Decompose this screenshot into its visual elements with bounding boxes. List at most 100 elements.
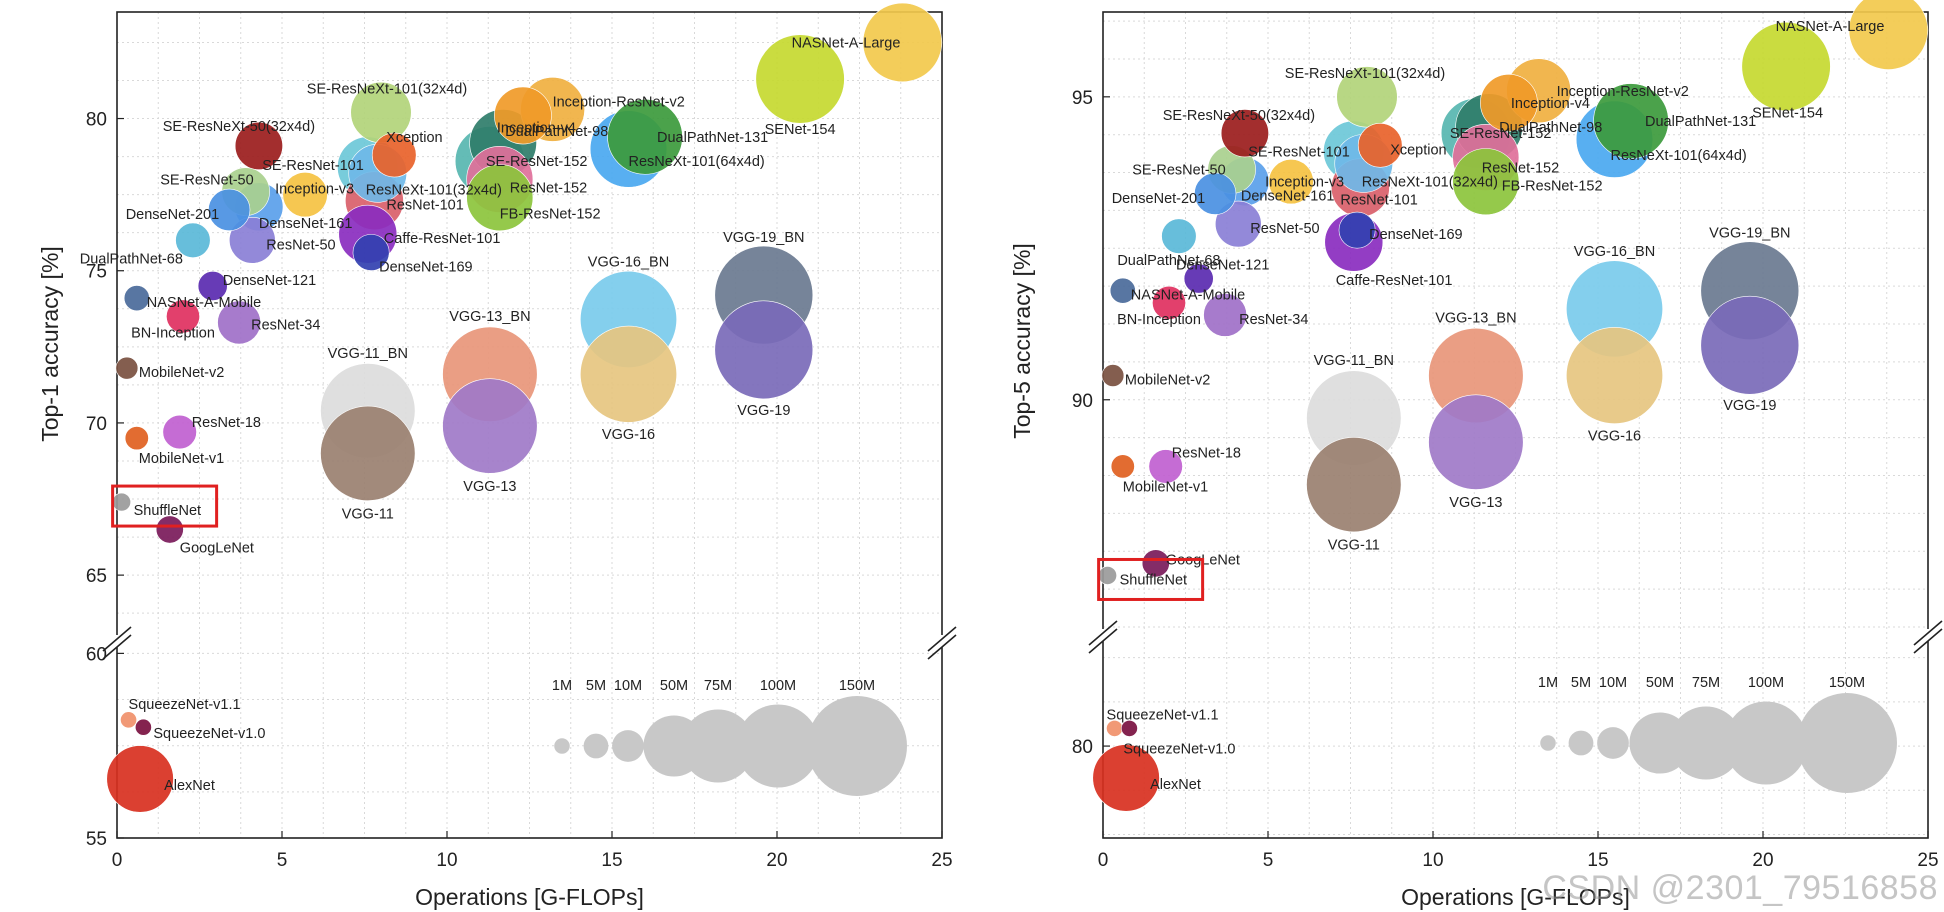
chart-panel-1: 0 5 10 15 20 25 65 70 75 80 55 60 Operations [G-FLOP… [37, 2, 957, 910]
label-dualpathnet-98: DualPathNet-98 [505, 124, 608, 140]
label-se-resnext-101-32x4d: SE-ResNeXt-101(32x4d) [307, 81, 467, 97]
axis-break-mask [1914, 629, 1942, 641]
point-densenet-201 [1194, 172, 1237, 215]
point-squeezenet-v1-0 [1120, 719, 1138, 737]
point-vgg-16 [580, 325, 677, 423]
plot-frame [116, 11, 943, 839]
axis-break-mark [1088, 620, 1118, 646]
point-squeezenet-v1-0 [134, 718, 152, 736]
point-resnet-34 [217, 300, 261, 345]
legend-label: 50M [660, 678, 688, 694]
label-googlenet: GoogLeNet [180, 540, 254, 556]
label-vgg-11-bn: VGG-11_BN [328, 346, 408, 362]
label-bn-inception: BN-Inception [131, 325, 215, 341]
point-resnet-18 [162, 414, 197, 450]
label-squeezenet-v1-1: SqueezeNet-v1.1 [129, 697, 241, 713]
label-dualpathnet-68: DualPathNet-68 [1117, 253, 1220, 269]
label-inception-v4: Inception-v4 [1511, 96, 1590, 112]
legend-bubble [583, 733, 609, 759]
size-legend: 1M 5M 10M 50M 75M 100M 150M [1538, 675, 1897, 793]
label-resnet-101: ResNet-101 [386, 198, 463, 214]
label-vgg-11: VGG-11 [1328, 538, 1380, 554]
label-se-resnet-50: SE-ResNet-50 [1132, 163, 1225, 179]
point-googlenet [155, 515, 184, 544]
point-inception-v4 [494, 86, 552, 145]
legend-label: 50M [1646, 675, 1674, 691]
point-dualpathnet-131 [607, 99, 683, 175]
point-inception-v4 [1480, 74, 1538, 132]
legend-label: 100M [760, 678, 796, 694]
point-alexnet [1092, 744, 1160, 812]
legend-bubble [554, 738, 570, 754]
legend-bubble [1724, 701, 1808, 785]
point-resnet-18 [1148, 449, 1183, 484]
legend-bubble [1568, 730, 1594, 756]
y-tick-label: 60 [86, 644, 107, 665]
label-inception-resnet-v2: Inception-ResNet-v2 [553, 94, 685, 110]
label-mobilenet-v1: MobileNet-v1 [1123, 479, 1208, 495]
label-vgg-19-bn: VGG-19_BN [723, 230, 804, 246]
point-resnet-50 [228, 216, 276, 264]
label-resnet-152: ResNet-152 [510, 180, 587, 196]
label-alexnet: AlexNet [164, 778, 215, 794]
y-tick-label: 70 [86, 414, 107, 435]
label-squeezenet-v1-0: SqueezeNet-v1.0 [153, 726, 265, 742]
legend-label: 10M [614, 678, 642, 694]
label-inception-v3: Inception-v3 [275, 182, 354, 198]
legend-label: 10M [1599, 675, 1627, 691]
label-se-resnet-101: SE-ResNet-101 [1248, 144, 1350, 160]
y-axis-label: Top-5 accuracy [%] [1009, 243, 1035, 439]
label-nasnet-a-large: NASNet-A-Large [792, 35, 901, 51]
size-legend: 1M 5M 10M 50M 75M 100M 150M [552, 678, 907, 796]
legend-label: 150M [1829, 675, 1865, 691]
label-resnet-18: ResNet-18 [192, 415, 261, 431]
x-tick-label: 0 [112, 850, 123, 871]
point-se-resnext-50-32x4d [1220, 109, 1269, 158]
y-tick-label: 55 [86, 829, 107, 850]
x-tick-label: 15 [601, 850, 622, 871]
label-resnet-18: ResNet-18 [1172, 445, 1241, 461]
x-tick-label: 5 [277, 850, 288, 871]
point-vgg-11 [1306, 436, 1402, 533]
label-vgg-11: VGG-11 [342, 506, 394, 522]
legend-label: 75M [704, 678, 732, 694]
y-tick-label: 75 [86, 262, 107, 283]
point-densenet-169 [352, 234, 390, 271]
label-bn-inception: BN-Inception [1117, 312, 1201, 328]
point-dualpathnet-68 [175, 222, 211, 258]
axis-break-mask [103, 635, 131, 647]
point-alexnet [106, 745, 174, 813]
x-tick-label: 10 [1422, 850, 1443, 871]
label-mobilenet-v1: MobileNet-v1 [139, 451, 224, 467]
point-inception-v3 [1268, 159, 1314, 205]
x-tick-label: 20 [766, 850, 787, 871]
label-densenet-161: DenseNet-161 [1241, 189, 1335, 205]
label-inception-resnet-v2: Inception-ResNet-v2 [1557, 84, 1689, 100]
label-vgg-16: VGG-16 [1588, 429, 1641, 445]
x-tick-label: 25 [931, 850, 952, 871]
label-fb-resnet-152: FB-ResNet-152 [500, 207, 601, 223]
label-resnext-101-64x4d: ResNeXt-101(64x4d) [1611, 148, 1747, 164]
label-se-resnet-152: SE-ResNet-152 [1450, 126, 1552, 142]
legend-label: 150M [839, 678, 875, 694]
point-nasnet-a-large [1848, 0, 1929, 70]
point-nasnet-a-large [862, 2, 943, 83]
label-mobilenet-v2: MobileNet-v2 [1125, 373, 1210, 389]
label-vgg-19-bn: VGG-19_BN [1709, 226, 1790, 242]
point-nasnet-a-mobile [1109, 277, 1136, 304]
point-vgg-19 [1700, 295, 1800, 395]
label-densenet-169: DenseNet-169 [379, 259, 473, 275]
highlight-box-shufflenet [1097, 557, 1205, 601]
point-resnet-34 [1203, 293, 1247, 337]
label-se-resnet-101: SE-ResNet-101 [262, 158, 364, 174]
legend-bubble [612, 730, 644, 762]
data-points [106, 2, 943, 813]
point-fb-resnet-152 [466, 164, 534, 232]
label-resnet-101: ResNet-101 [1340, 193, 1417, 209]
point-labels: NASNet-A-Large SENet-154 SE-ResNeXt-101(32… [80, 35, 901, 793]
label-se-resnext-50-32x4d: SE-ResNeXt-50(32x4d) [163, 119, 315, 135]
x-tick-label: 25 [1917, 850, 1938, 871]
y-tick-label: 95 [1072, 88, 1093, 109]
x-tick-label: 0 [1098, 850, 1109, 871]
point-vgg-16 [1566, 327, 1663, 425]
